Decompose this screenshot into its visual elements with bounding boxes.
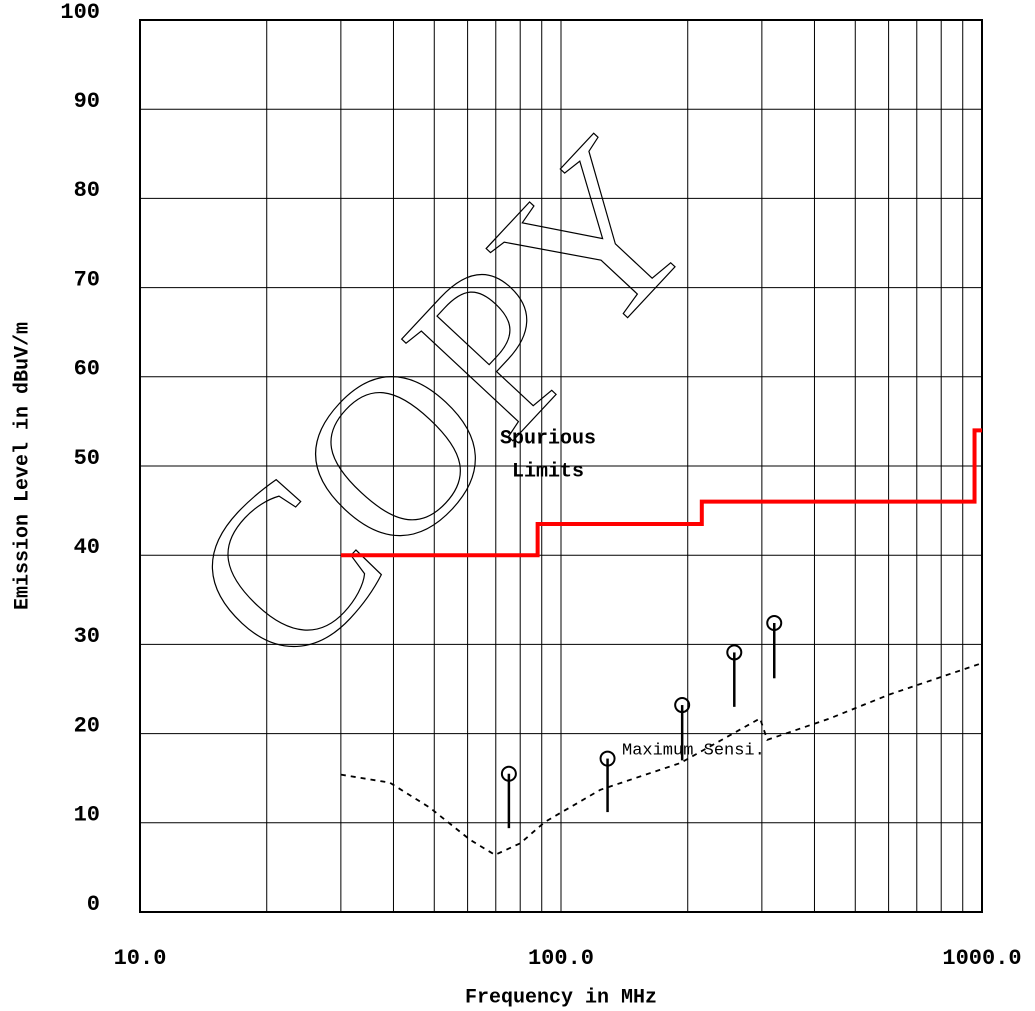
watermark: COPY: [139, 92, 744, 715]
y-tick-label: 100: [60, 0, 100, 25]
x-tick-label: 10.0: [114, 946, 167, 971]
x-axis-label: Frequency in MHz: [465, 986, 657, 1009]
y-tick-label: 20: [74, 713, 100, 738]
y-axis-label: Emission Level in dBuV/m: [11, 322, 34, 610]
plot-frame: [139, 19, 983, 913]
y-tick-label: 40: [74, 535, 100, 560]
sensitivity-label: Maximum Sensi.: [622, 741, 765, 760]
measurement-point: [766, 614, 783, 631]
y-tick-label: 60: [74, 357, 100, 382]
y-tick-label: 10: [74, 803, 100, 828]
measurement-point: [500, 765, 517, 782]
y-tick-label: 80: [74, 178, 100, 203]
limit-line: [340, 428, 982, 558]
measurement-point: [599, 750, 616, 767]
limit-label: Limits: [512, 460, 584, 483]
y-tick-label: 90: [74, 89, 100, 114]
measurement-point: [674, 697, 691, 714]
y-tick-label: 70: [74, 267, 100, 292]
y-tick-label: 50: [74, 446, 100, 471]
limit-label: Spurious: [500, 427, 596, 450]
y-tick-label: 30: [74, 624, 100, 649]
x-tick-label: 1000.0: [942, 946, 1021, 971]
y-tick-label: 0: [87, 892, 100, 917]
x-tick-label: 100.0: [528, 946, 594, 971]
measurement-point: [726, 644, 743, 661]
